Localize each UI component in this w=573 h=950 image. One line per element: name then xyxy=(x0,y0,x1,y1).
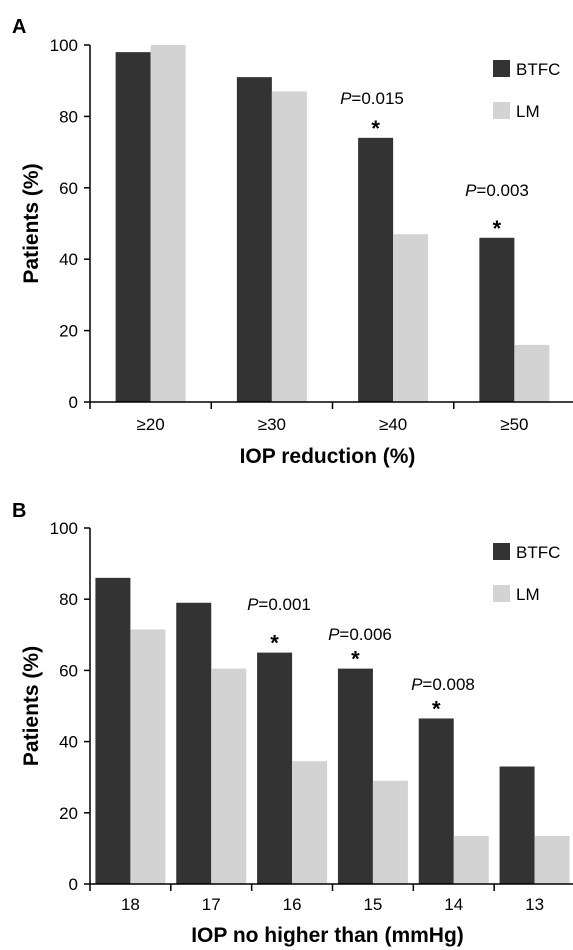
lm-bar xyxy=(453,835,489,884)
x-tick-label: 13 xyxy=(525,895,544,914)
btfc-bar xyxy=(176,602,212,884)
p-number: =0.015 xyxy=(351,89,403,108)
y-axis-title: Patients (%) xyxy=(20,163,43,283)
x-tick-label: 15 xyxy=(363,895,382,914)
legend-swatch xyxy=(493,543,510,560)
p-symbol: P xyxy=(340,89,352,108)
p-number: =0.001 xyxy=(258,595,310,614)
p-symbol: P xyxy=(465,181,477,200)
x-tick-label: ≥40 xyxy=(379,415,407,434)
btfc-bar xyxy=(358,137,394,402)
btfc-bar xyxy=(115,52,151,402)
panel-label: A xyxy=(12,16,26,38)
lm-bar xyxy=(211,668,247,884)
y-tick-label: 40 xyxy=(59,733,78,752)
p-value-label: P=0.006 xyxy=(328,625,392,644)
btfc-bar xyxy=(418,718,454,884)
btfc-bar xyxy=(95,577,131,884)
p-value-label: P=0.015 xyxy=(340,89,404,108)
x-tick-label: 16 xyxy=(283,895,302,914)
x-tick-label: ≥50 xyxy=(500,415,528,434)
x-tick-label: ≥20 xyxy=(137,415,165,434)
legend-label: LM xyxy=(516,585,540,604)
lm-bar xyxy=(271,91,307,402)
legend-swatch xyxy=(493,102,510,119)
p-value-label: P=0.001 xyxy=(247,595,311,614)
y-tick-label: 0 xyxy=(69,875,78,894)
legend-label: BTFC xyxy=(516,60,560,79)
y-tick-label: 60 xyxy=(59,179,78,198)
legend-swatch xyxy=(493,585,510,602)
p-number: =0.003 xyxy=(476,181,528,200)
y-axis-title: Patients (%) xyxy=(20,646,43,766)
y-tick-label: 0 xyxy=(69,393,78,412)
lm-bar xyxy=(150,45,186,402)
p-number: =0.006 xyxy=(339,625,391,644)
y-tick-label: 20 xyxy=(59,804,78,823)
panel-label: B xyxy=(12,500,26,522)
x-tick-label: 18 xyxy=(121,895,140,914)
lm-bar xyxy=(372,780,408,884)
p-symbol: P xyxy=(247,595,259,614)
btfc-bar xyxy=(236,77,272,402)
y-tick-label: 100 xyxy=(50,36,78,55)
x-axis-title: IOP reduction (%) xyxy=(240,445,416,468)
x-tick-label: 14 xyxy=(444,895,463,914)
significance-asterisk: * xyxy=(270,631,279,656)
y-tick-label: 20 xyxy=(59,322,78,341)
btfc-bar xyxy=(499,766,535,884)
significance-asterisk: * xyxy=(371,116,380,141)
significance-asterisk: * xyxy=(493,216,502,241)
p-symbol: P xyxy=(328,625,340,644)
y-tick-label: 60 xyxy=(59,661,78,680)
btfc-bar xyxy=(337,668,373,884)
p-value-label: P=0.008 xyxy=(411,675,475,694)
x-axis-title: IOP no higher than (mmHg) xyxy=(191,924,464,947)
significance-asterisk: * xyxy=(351,647,360,672)
p-symbol: P xyxy=(411,675,423,694)
y-tick-label: 40 xyxy=(59,250,78,269)
x-tick-label: 17 xyxy=(202,895,221,914)
lm-bar xyxy=(292,761,328,884)
btfc-bar xyxy=(257,652,293,884)
y-tick-label: 100 xyxy=(50,519,78,538)
legend-label: BTFC xyxy=(516,543,560,562)
y-tick-label: 80 xyxy=(59,590,78,609)
lm-bar xyxy=(514,344,550,402)
y-tick-label: 80 xyxy=(59,107,78,126)
lm-bar xyxy=(393,234,429,402)
lm-bar xyxy=(130,629,166,884)
p-number: =0.008 xyxy=(422,675,474,694)
legend-swatch xyxy=(493,60,510,77)
legend-label: LM xyxy=(516,102,540,121)
significance-asterisk: * xyxy=(432,696,441,721)
p-value-label: P=0.003 xyxy=(465,181,529,200)
x-tick-label: ≥30 xyxy=(258,415,286,434)
btfc-bar xyxy=(479,237,515,402)
lm-bar xyxy=(534,835,570,884)
